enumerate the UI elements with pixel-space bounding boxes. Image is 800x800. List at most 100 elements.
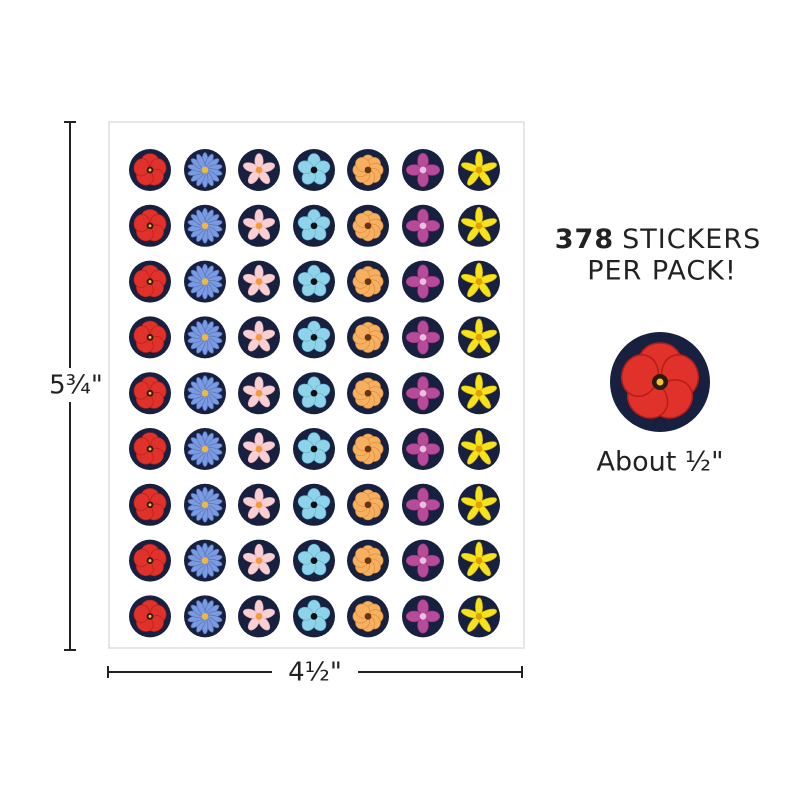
flower-center-dot	[421, 280, 425, 284]
flower-center-dot	[203, 614, 207, 618]
sticker	[458, 595, 500, 638]
flower-center-dot	[477, 335, 481, 339]
sticker	[238, 483, 280, 526]
sticker	[402, 149, 444, 191]
flower-center-dot	[312, 280, 316, 284]
sticker	[129, 260, 171, 303]
sticker	[129, 428, 171, 470]
width-label: 4½"	[288, 658, 342, 688]
flower-center-dot	[477, 168, 481, 172]
flower-center-dot	[312, 335, 316, 339]
flower-center-dot	[148, 447, 152, 451]
flower-center-dot	[203, 335, 207, 339]
flower-center-dot	[477, 503, 481, 507]
flower-center-dot	[477, 559, 481, 563]
sticker	[129, 149, 171, 191]
sticker	[129, 372, 171, 415]
sticker-grid	[129, 149, 500, 638]
sticker	[184, 595, 226, 638]
sticker	[458, 483, 500, 526]
sticker	[293, 149, 335, 191]
flower-center-dot	[421, 168, 425, 172]
sticker	[347, 149, 389, 191]
flower-center-dot	[366, 447, 370, 451]
flower-center-dot	[257, 335, 261, 339]
sticker	[458, 428, 500, 470]
flower-center-dot	[421, 391, 425, 395]
sticker	[402, 316, 444, 359]
sticker	[238, 204, 280, 247]
sticker	[458, 372, 500, 415]
sticker	[402, 428, 444, 470]
sticker-count: 378	[555, 224, 614, 255]
flower-center-dot	[203, 559, 207, 563]
flower-center-dot	[477, 614, 481, 618]
flower-center-dot	[257, 168, 261, 172]
size-label: About ½"	[597, 447, 724, 478]
sticker	[238, 260, 280, 303]
sticker	[458, 539, 500, 582]
sticker	[238, 372, 280, 415]
flower-center-dot	[203, 224, 207, 228]
flower-center-dot	[203, 503, 207, 507]
flower-center-dot	[257, 224, 261, 228]
flower-center-dot	[203, 447, 207, 451]
flower-center-dot	[477, 447, 481, 451]
flower-center-dot	[257, 280, 261, 284]
sticker	[402, 483, 444, 526]
sticker	[402, 372, 444, 415]
sticker	[184, 204, 226, 247]
sticker	[402, 260, 444, 303]
flower-center-dot	[366, 391, 370, 395]
flower-center-dot	[366, 614, 370, 618]
sticker	[238, 539, 280, 582]
sticker	[293, 483, 335, 526]
sticker	[458, 204, 500, 247]
sticker	[293, 595, 335, 638]
sticker	[458, 260, 500, 303]
flower-center-dot	[257, 614, 261, 618]
flower-center-dot	[421, 447, 425, 451]
flower-center-dot	[312, 447, 316, 451]
flower-center-dot	[148, 224, 152, 228]
flower-center-dot	[257, 503, 261, 507]
sticker	[347, 595, 389, 638]
flower-center-dot	[203, 391, 207, 395]
flower-center-dot	[203, 168, 207, 172]
flower-center-dot	[366, 168, 370, 172]
sticker	[293, 204, 335, 247]
flower-center-dot	[421, 224, 425, 228]
flower-center-dot	[148, 391, 152, 395]
sticker	[347, 316, 389, 359]
sticker	[293, 260, 335, 303]
flower-center-dot	[148, 335, 152, 339]
sticker	[458, 149, 500, 191]
flower-center-dot	[312, 168, 316, 172]
sticker	[184, 316, 226, 359]
sticker	[347, 260, 389, 303]
flower-center-dot	[477, 391, 481, 395]
flower-center-dot	[203, 280, 207, 284]
sticker	[129, 316, 171, 359]
flower-center-dot	[421, 614, 425, 618]
sticker	[184, 539, 226, 582]
flower-center-dot	[421, 559, 425, 563]
flower-center-dot	[366, 559, 370, 563]
flower-center-dot	[312, 614, 316, 618]
flower-center-dot	[312, 391, 316, 395]
sticker	[184, 260, 226, 303]
sticker	[184, 372, 226, 415]
flower-center-dot	[421, 503, 425, 507]
sticker	[293, 316, 335, 359]
sticker	[129, 483, 171, 526]
sticker	[347, 539, 389, 582]
flower-center-dot	[148, 559, 152, 563]
sticker	[293, 372, 335, 415]
sticker	[293, 539, 335, 582]
sticker	[347, 372, 389, 415]
headline-line2: PER PACK!	[587, 256, 737, 287]
sample-sticker	[610, 332, 710, 432]
flower-center-dot	[312, 224, 316, 228]
flower-center-dot	[366, 224, 370, 228]
